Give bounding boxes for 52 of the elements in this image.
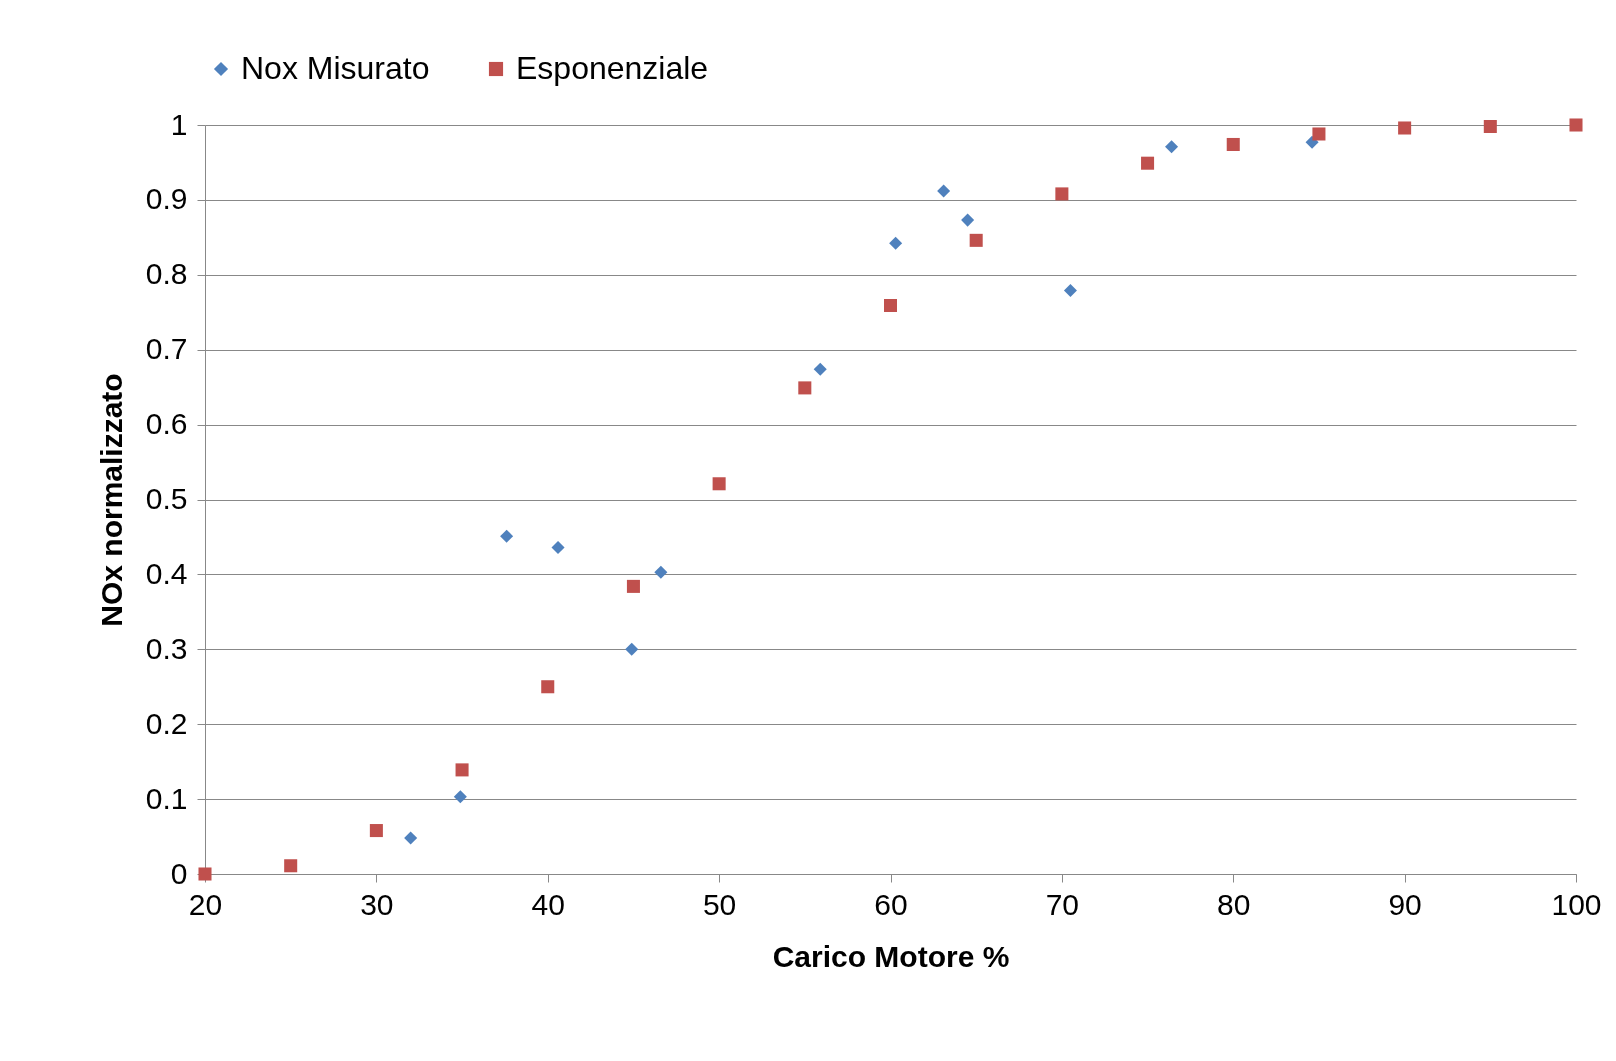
x-tick-label: 20 xyxy=(188,887,223,921)
point xyxy=(889,236,903,250)
x-tick-label: 100 xyxy=(1551,887,1602,921)
y-tick-label: 0.4 xyxy=(145,556,188,590)
point xyxy=(1312,127,1326,141)
y-tick-label: 0.8 xyxy=(145,257,188,291)
point xyxy=(961,213,975,227)
y-tick-label: 0.2 xyxy=(145,706,188,740)
x-tick-label: 50 xyxy=(702,887,737,921)
point xyxy=(969,233,983,247)
y-tick-label: 0.5 xyxy=(145,482,188,515)
point xyxy=(1398,121,1412,135)
x-tick-label: 60 xyxy=(874,887,908,921)
y-axis-title: NOx normalizzato xyxy=(94,373,128,627)
y-tick-label: 1 xyxy=(170,107,188,141)
y-tick-label: 0 xyxy=(170,856,188,890)
point xyxy=(625,642,639,656)
point xyxy=(500,529,514,543)
x-axis-title: Carico Motore % xyxy=(772,939,1010,973)
point xyxy=(1141,156,1155,170)
x-tick-label: 80 xyxy=(1217,887,1251,921)
point xyxy=(455,763,469,777)
point xyxy=(712,477,726,491)
point xyxy=(1483,119,1497,134)
point xyxy=(453,790,467,804)
point xyxy=(1165,140,1179,154)
y-tick-label: 0.6 xyxy=(145,407,188,441)
point xyxy=(1055,187,1069,201)
point xyxy=(1063,284,1077,298)
x-tick-label: 90 xyxy=(1388,887,1422,921)
point xyxy=(284,859,298,873)
point xyxy=(937,184,951,198)
point xyxy=(1226,137,1240,151)
point xyxy=(654,565,668,579)
point xyxy=(626,579,640,593)
x-tick-label: 70 xyxy=(1045,887,1080,921)
x-tick-label: 30 xyxy=(360,887,394,921)
point xyxy=(813,362,827,376)
point xyxy=(541,680,555,694)
point xyxy=(1569,118,1583,132)
point xyxy=(551,540,565,554)
x-tick-label: 40 xyxy=(531,887,565,921)
point xyxy=(404,831,418,845)
y-tick-label: 0.9 xyxy=(145,182,188,216)
legend-label: Nox Misurato xyxy=(241,50,430,86)
point xyxy=(798,381,812,395)
y-tick-label: 0.7 xyxy=(145,332,188,366)
y-tick-label: 0.1 xyxy=(145,781,188,815)
point xyxy=(369,824,383,838)
legend-label: Esponenziale xyxy=(516,50,709,86)
point xyxy=(883,298,898,313)
y-tick-label: 0.3 xyxy=(145,631,188,665)
